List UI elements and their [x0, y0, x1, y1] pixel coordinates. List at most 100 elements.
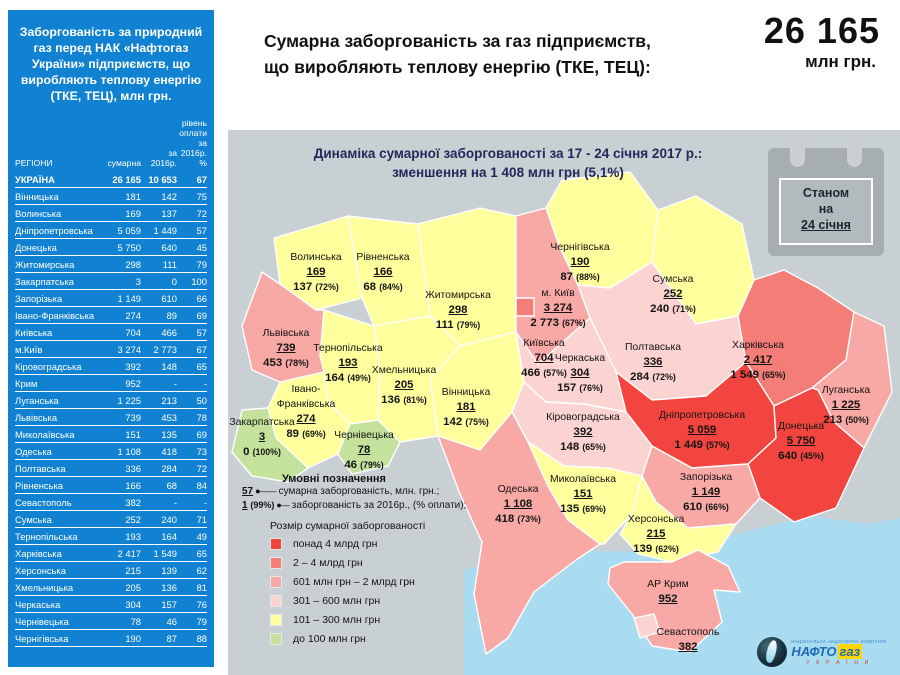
table-row: Крим 952 - - [15, 375, 207, 392]
map-title-line2: зменшення на 1 408 млн грн (5,1%) [392, 165, 624, 180]
table-cell: 3 274 [117, 343, 141, 355]
table-cell: 72 [196, 207, 207, 219]
table-cell: 68 [166, 479, 177, 491]
table-cell: 190 [125, 632, 141, 644]
table-cell: Київська [15, 326, 53, 338]
table-cell: Севастополь [15, 496, 72, 508]
table-cell: - [203, 377, 207, 389]
legend-swatch-icon [270, 614, 282, 626]
table-cell: 382 [125, 496, 141, 508]
table-row: Рівненська 166 68 84 [15, 477, 207, 494]
total-debt-value: 26 165 [763, 10, 880, 51]
table-cell: 148 [161, 360, 177, 372]
table-cell: 49 [196, 530, 207, 542]
table-cell: 78 [196, 411, 207, 423]
table-cell: Вінницька [15, 190, 59, 202]
table-row: Київська 704 466 57 [15, 324, 207, 341]
table-cell: 79 [196, 615, 207, 627]
table-cell: 610 [161, 292, 177, 304]
callout-line-icon: ●—— [255, 486, 276, 496]
table-cell: Кіровоградська [15, 360, 82, 372]
table-cell: 57 [196, 224, 207, 236]
table-row: Севастополь 382 - - [15, 494, 207, 511]
legend-swatch-icon [270, 595, 282, 607]
col-header-regions: РЕГІОНИ [15, 158, 53, 168]
table-cell: 2 773 [153, 343, 177, 355]
table-cell: 5 059 [117, 224, 141, 236]
table-row: Чернівецька 78 46 79 [15, 613, 207, 630]
table-cell: 193 [125, 530, 141, 542]
table-row: Сумська 252 240 71 [15, 511, 207, 528]
table-cell: 169 [125, 207, 141, 219]
table-cell: 75 [196, 190, 207, 202]
table-cell: 640 [161, 241, 177, 253]
legend-item: 101 – 300 млн грн [242, 614, 472, 626]
table-row: Чернігівська 190 87 88 [15, 630, 207, 647]
legend-size-title: Розмір сумарної заборгованості [270, 520, 426, 532]
legend-label: до 100 млн грн [293, 633, 366, 645]
table-cell: 1 449 [153, 224, 177, 236]
col-header-payment-level: рівень оплати за 2016р. % [179, 118, 207, 168]
legend-item: до 100 млн грн [242, 633, 472, 645]
regions-table: РЕГІОНИ сумарна за 2016р. рівень оплати … [15, 118, 207, 647]
table-cell: 2 417 [117, 547, 141, 559]
table-cell: 1 149 [117, 292, 141, 304]
table-cell: 274 [125, 309, 141, 321]
table-cell: 1 225 [117, 394, 141, 406]
table-cell: 336 [125, 462, 141, 474]
table-cell: Чернівецька [15, 615, 69, 627]
table-row: Кіровоградська 392 148 65 [15, 358, 207, 375]
legend-label: 101 – 300 млн грн [293, 614, 381, 626]
table-cell: Львівська [15, 411, 58, 423]
table-cell: 164 [161, 530, 177, 542]
table-cell: Волинська [15, 207, 62, 219]
table-cell: 88 [196, 632, 207, 644]
table-cell: 111 [162, 258, 177, 270]
table-cell: Миколаївська [15, 428, 75, 440]
table-cell: 65 [196, 360, 207, 372]
legend-swatch-icon [270, 557, 282, 569]
table-cell: Чернігівська [15, 632, 69, 644]
table-cell: 71 [196, 513, 207, 525]
table-cell: Хмельницька [15, 581, 74, 593]
table-cell: 57 [196, 326, 207, 338]
col-header-2016: за 2016р. [150, 148, 177, 168]
table-cell: 78 [130, 615, 141, 627]
table-cell: 100 [191, 275, 207, 287]
table-cell: Дніпропетровська [15, 224, 93, 236]
table-row: Хмельницька 205 136 81 [15, 579, 207, 596]
table-cell: 89 [166, 309, 177, 321]
table-cell: 62 [196, 564, 207, 576]
page-title: Сумарна заборгованість за газ підприємст… [264, 28, 651, 80]
map-title: Динаміка сумарної заборгованості за 17 -… [248, 144, 768, 182]
legend-example-total: 57 ●—— сумарна заборгованість, млн. грн.; [242, 486, 440, 497]
table-cell: 3 [135, 275, 141, 287]
table-cell: 181 [125, 190, 141, 202]
table-row: Миколаївська 151 135 69 [15, 426, 207, 443]
calendar-ring-icon [790, 137, 805, 167]
table-cell: 392 [125, 360, 141, 372]
table-cell: Одеська [15, 445, 52, 457]
table-cell: Запорізька [15, 292, 63, 304]
table-cell: 1 549 [153, 547, 177, 559]
table-cell: Рівненська [15, 479, 63, 491]
table-row: Івано-Франківська 274 89 69 [15, 307, 207, 324]
table-cell: Луганська [15, 394, 59, 406]
naftogaz-sphere-icon [757, 637, 788, 667]
col-header-total: сумарна [107, 158, 142, 168]
table-row: м.Київ 3 274 2 773 67 [15, 341, 207, 358]
table-row: Волинська 169 137 72 [15, 205, 207, 222]
region-shape-zakarpatska [231, 407, 309, 483]
legend-items: понад 4 млрд грн 2 – 4 млрд грн 601 млн гр… [242, 538, 472, 645]
legend-item: 2 – 4 млрд грн [242, 557, 472, 569]
table-cell: 72 [196, 462, 207, 474]
table-cell: 252 [125, 513, 141, 525]
table-cell: 466 [161, 326, 177, 338]
table-cell: 215 [125, 564, 141, 576]
map-panel: Динаміка сумарної заборгованості за 17 -… [228, 130, 900, 675]
legend: Умовні позначення 57 ●—— сумарна заборгова… [242, 473, 472, 652]
region-shape-odeska [437, 411, 601, 655]
table-cell: 81 [196, 581, 207, 593]
table-cell: м.Київ [15, 343, 43, 355]
table-cell: - [203, 496, 207, 508]
